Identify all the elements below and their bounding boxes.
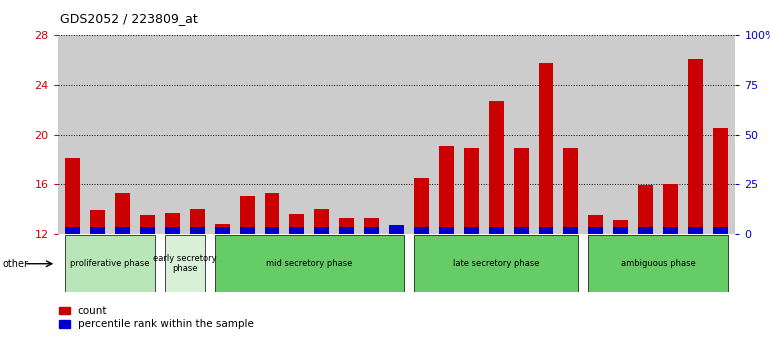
Text: late secretory phase: late secretory phase — [453, 259, 540, 268]
Bar — [514, 148, 528, 234]
Bar — [239, 227, 255, 234]
Bar — [290, 227, 304, 234]
Bar — [239, 196, 255, 234]
Text: proliferative phase: proliferative phase — [70, 259, 150, 268]
Bar — [564, 227, 578, 234]
Bar — [538, 227, 554, 234]
Text: mid secretory phase: mid secretory phase — [266, 259, 353, 268]
Bar — [489, 227, 504, 234]
Bar — [688, 227, 703, 234]
Bar — [414, 178, 429, 234]
Bar — [489, 101, 504, 234]
Bar — [389, 225, 404, 234]
Bar — [613, 227, 628, 234]
Bar — [90, 227, 105, 234]
Bar — [65, 158, 80, 234]
Text: GDS2052 / 223809_at: GDS2052 / 223809_at — [60, 12, 198, 25]
Bar — [414, 227, 429, 234]
Bar — [414, 235, 578, 292]
Bar — [464, 148, 479, 234]
Bar — [215, 227, 229, 234]
Bar — [290, 214, 304, 234]
Bar — [265, 193, 280, 234]
Text: early secretory
phase: early secretory phase — [153, 254, 216, 273]
Legend: count, percentile rank within the sample: count, percentile rank within the sample — [59, 306, 254, 329]
Bar — [613, 220, 628, 234]
Bar — [439, 227, 454, 234]
Bar — [364, 217, 379, 234]
Bar — [688, 59, 703, 234]
Bar — [140, 227, 155, 234]
Bar — [340, 227, 354, 234]
Bar — [165, 235, 205, 292]
Bar — [265, 227, 280, 234]
Bar — [663, 184, 678, 234]
Bar — [140, 215, 155, 234]
Bar — [588, 215, 604, 234]
Bar — [514, 227, 528, 234]
Bar — [165, 212, 180, 234]
Text: ambiguous phase: ambiguous phase — [621, 259, 695, 268]
Bar — [215, 224, 229, 234]
Bar — [115, 227, 130, 234]
Bar — [215, 235, 404, 292]
Bar — [340, 217, 354, 234]
Bar — [464, 227, 479, 234]
Bar — [314, 209, 330, 234]
Text: other: other — [2, 259, 28, 269]
Bar — [588, 227, 604, 234]
Bar — [389, 225, 404, 234]
Bar — [189, 227, 205, 234]
Bar — [638, 185, 653, 234]
Bar — [713, 227, 728, 234]
Bar — [713, 128, 728, 234]
Bar — [538, 63, 554, 234]
Bar — [663, 227, 678, 234]
Bar — [439, 145, 454, 234]
Bar — [189, 209, 205, 234]
Bar — [588, 235, 728, 292]
Bar — [65, 227, 80, 234]
Bar — [364, 227, 379, 234]
Bar — [165, 227, 180, 234]
Bar — [90, 210, 105, 234]
Bar — [638, 227, 653, 234]
Bar — [314, 227, 330, 234]
Bar — [65, 235, 155, 292]
Bar — [564, 148, 578, 234]
Bar — [115, 193, 130, 234]
